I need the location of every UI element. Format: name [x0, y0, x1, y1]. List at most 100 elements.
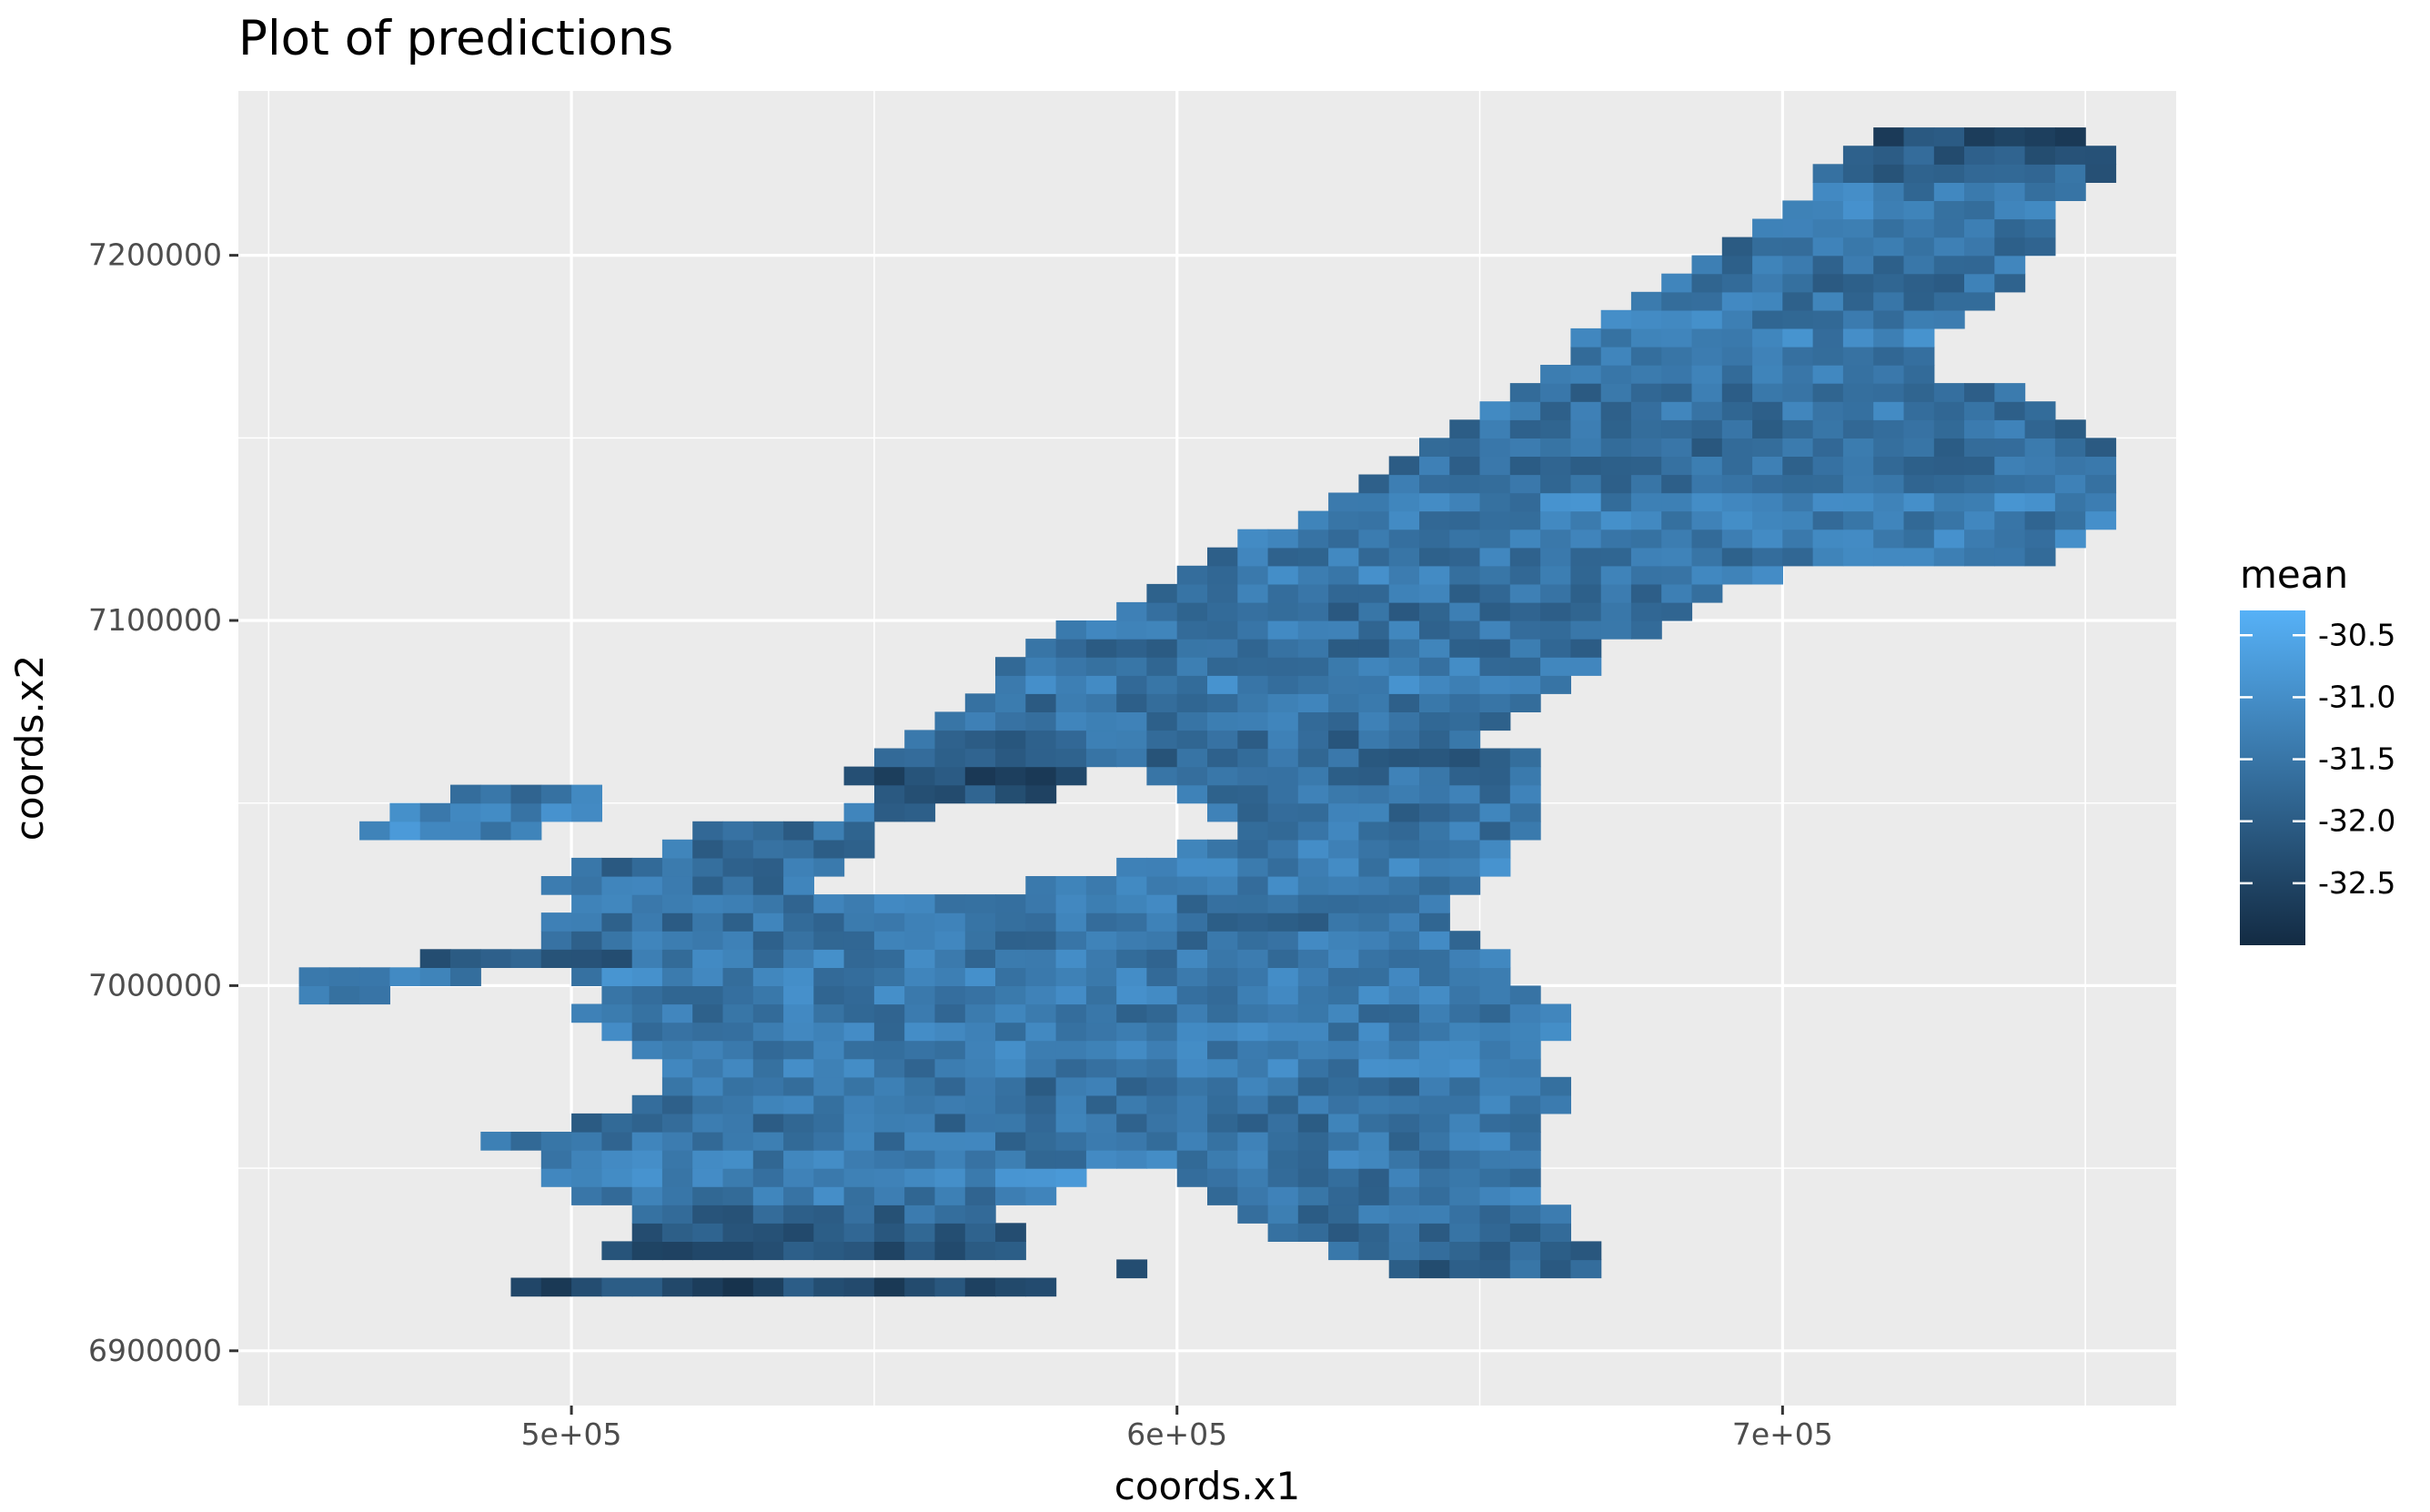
heatmap-cell	[1600, 474, 1632, 494]
heatmap-cell	[1297, 565, 1329, 585]
heatmap-cell	[692, 931, 724, 950]
heatmap-cell	[904, 1040, 936, 1060]
heatmap-cell	[1176, 1003, 1208, 1023]
heatmap-cell	[1661, 328, 1693, 348]
heatmap-cell	[1933, 291, 1965, 311]
heatmap-cell	[1055, 931, 1087, 950]
heatmap-cell	[1509, 821, 1541, 841]
heatmap-cell	[1085, 876, 1117, 895]
heatmap-cell	[1964, 182, 1995, 201]
heatmap-cell	[995, 912, 1026, 932]
heatmap-cell	[1509, 1058, 1541, 1078]
heatmap-cell	[1146, 985, 1178, 1005]
heatmap-cell	[571, 912, 602, 932]
heatmap-cell	[873, 1277, 905, 1297]
heatmap-cell	[964, 1022, 996, 1042]
heatmap-cell	[2024, 401, 2056, 420]
heatmap-cell	[1176, 1040, 1208, 1060]
heatmap-cell	[1328, 565, 1359, 585]
heatmap-cell	[1782, 419, 1814, 438]
heatmap-cell	[1630, 565, 1662, 585]
heatmap-cell	[1479, 1022, 1511, 1042]
heatmap-cell	[1388, 784, 1420, 804]
heatmap-cell	[1025, 1076, 1057, 1096]
heatmap-cell	[389, 821, 421, 841]
heatmap-cell	[1964, 291, 1995, 311]
heatmap-cell	[1449, 693, 1481, 712]
heatmap-cell	[1146, 657, 1178, 676]
heatmap-cell	[1752, 365, 1783, 384]
heatmap-cell	[1449, 1076, 1481, 1096]
heatmap-cell	[1419, 1040, 1450, 1060]
heatmap-cell	[1328, 1113, 1359, 1133]
heatmap-cell	[1630, 492, 1662, 512]
heatmap-cell	[964, 1168, 996, 1187]
heatmap-cell	[904, 894, 936, 913]
heatmap-cell	[1570, 347, 1602, 366]
heatmap-cell	[1116, 949, 1148, 968]
heatmap-cell	[1388, 1150, 1420, 1169]
heatmap-cell	[1933, 474, 1965, 494]
heatmap-cell	[1873, 383, 1905, 402]
heatmap-cell	[1721, 456, 1753, 476]
heatmap-cell	[1903, 419, 1935, 438]
heatmap-cell	[1721, 474, 1753, 494]
heatmap-cell	[1994, 474, 2026, 494]
heatmap-cell	[752, 894, 784, 913]
heatmap-cell	[1055, 912, 1087, 932]
heatmap-cell	[1358, 1223, 1390, 1242]
heatmap-cell	[934, 711, 966, 731]
heatmap-cell	[631, 1186, 663, 1205]
heatmap-cell	[1752, 529, 1783, 549]
heatmap-cell	[1449, 931, 1481, 950]
heatmap-cell	[1358, 894, 1390, 913]
heatmap-cell	[1873, 438, 1905, 457]
heatmap-cell	[1630, 583, 1662, 603]
heatmap-cell	[1479, 547, 1511, 567]
heatmap-cell	[873, 967, 905, 986]
heatmap-cell	[1419, 492, 1450, 512]
heatmap-cell	[1933, 419, 1965, 438]
heatmap-cell	[661, 985, 693, 1005]
heatmap-cell	[1782, 273, 1814, 293]
heatmap-cell	[1297, 949, 1329, 968]
heatmap-cell	[1479, 620, 1511, 640]
heatmap-cell	[2054, 164, 2086, 183]
heatmap-cell	[1933, 237, 1965, 257]
heatmap-cell	[1207, 1150, 1238, 1169]
heatmap-cell	[571, 1150, 602, 1169]
heatmap-cell	[1540, 401, 1571, 420]
heatmap-cell	[661, 1058, 693, 1078]
heatmap-cell	[1842, 529, 1874, 549]
heatmap-cell	[692, 821, 724, 841]
heatmap-cell	[1116, 639, 1148, 658]
heatmap-cell	[873, 1022, 905, 1042]
heatmap-cell	[1873, 328, 1905, 348]
heatmap-cell	[904, 1168, 936, 1187]
heatmap-cell	[601, 1003, 633, 1023]
heatmap-cell	[873, 784, 905, 804]
heatmap-cell	[1055, 620, 1087, 640]
heatmap-cell	[1449, 620, 1481, 640]
heatmap-cell	[1146, 857, 1178, 877]
heatmap-cell	[2085, 146, 2117, 165]
heatmap-cell	[1661, 438, 1693, 457]
heatmap-cell	[1237, 730, 1269, 750]
heatmap-cell	[1994, 237, 2026, 257]
heatmap-cell	[1842, 401, 1874, 420]
heatmap-cell	[1600, 328, 1632, 348]
heatmap-cell	[1388, 931, 1420, 950]
heatmap-cell	[1388, 802, 1420, 822]
heatmap-cell	[1964, 255, 1995, 275]
heatmap-cell	[661, 931, 693, 950]
heatmap-cell	[1055, 639, 1087, 658]
heatmap-cell	[2024, 529, 2056, 549]
heatmap-cell	[601, 912, 633, 932]
heatmap-cell	[1267, 529, 1299, 549]
heatmap-cell	[1358, 620, 1390, 640]
heatmap-cell	[1782, 547, 1814, 567]
heatmap-cell	[661, 1168, 693, 1187]
heatmap-cell	[1267, 730, 1299, 750]
heatmap-cell	[1146, 1150, 1178, 1169]
heatmap-cell	[1691, 583, 1723, 603]
